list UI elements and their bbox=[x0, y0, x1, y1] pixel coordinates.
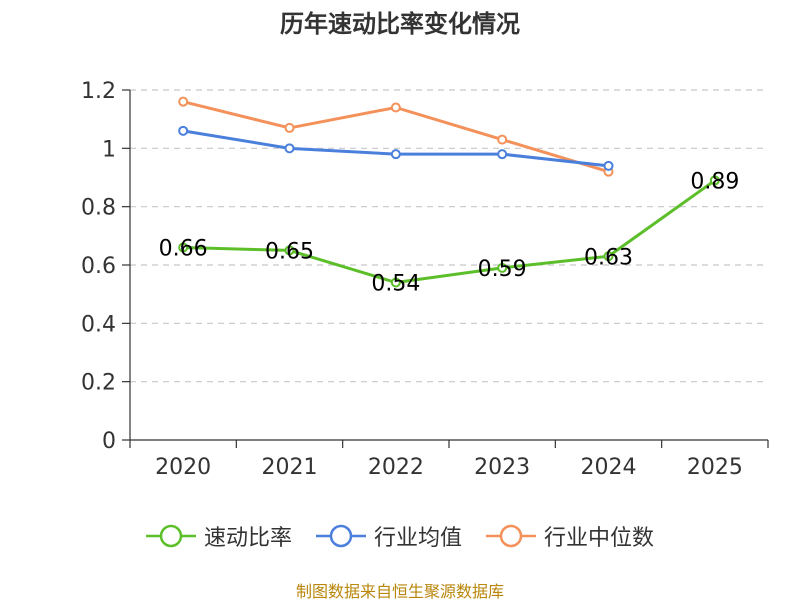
legend-label-industry-median: 行业中位数 bbox=[544, 526, 655, 551]
legend-label-industry-mean: 行业均值 bbox=[373, 526, 462, 551]
data-point bbox=[284, 122, 295, 133]
legend-marker-quick-ratio bbox=[145, 524, 196, 548]
data-point bbox=[603, 251, 614, 262]
x-tick-label: 2023 bbox=[474, 455, 530, 480]
legend-marker-industry-mean bbox=[315, 524, 366, 548]
legend-item-industry-mean[interactable]: 行业均值 bbox=[315, 520, 462, 552]
x-tick-label: 2022 bbox=[368, 455, 424, 480]
y-tick-label: 1 bbox=[102, 137, 116, 162]
data-label: 0.59 bbox=[478, 257, 527, 282]
x-tick-label: 2021 bbox=[262, 455, 318, 480]
legend: 速动比率 行业均值 行业中位数 bbox=[0, 520, 800, 552]
data-label: 0.54 bbox=[371, 272, 420, 297]
series-line bbox=[183, 179, 716, 284]
y-tick-label: 0.8 bbox=[81, 196, 116, 221]
data-point bbox=[390, 277, 401, 288]
data-point bbox=[497, 262, 508, 273]
data-point bbox=[390, 149, 401, 160]
legend-label-quick-ratio: 速动比率 bbox=[203, 526, 292, 551]
data-point bbox=[390, 102, 401, 113]
y-tick-label: 1.2 bbox=[81, 79, 116, 104]
legend-circle bbox=[499, 524, 523, 548]
source-note: 制图数据来自恒生聚源数据库 bbox=[295, 582, 504, 601]
data-point bbox=[178, 96, 189, 107]
data-label: 0.89 bbox=[690, 169, 739, 194]
data-point bbox=[178, 242, 189, 253]
x-tick-label: 2024 bbox=[581, 455, 637, 480]
legend-circle bbox=[159, 524, 183, 548]
data-point bbox=[603, 160, 614, 171]
data-point bbox=[709, 175, 720, 186]
y-tick-label: 0.2 bbox=[81, 371, 116, 396]
y-tick-label: 0 bbox=[102, 429, 116, 454]
data-point bbox=[497, 149, 508, 160]
data-point bbox=[284, 245, 295, 256]
data-point bbox=[497, 134, 508, 145]
legend-marker-industry-median bbox=[486, 524, 536, 548]
legend-item-quick-ratio[interactable]: 速动比率 bbox=[145, 520, 292, 552]
data-label: 0.65 bbox=[265, 239, 314, 264]
legend-circle bbox=[329, 524, 353, 548]
line-chart: 0 0.2 0.4 0.6 0.8 1 1.2 2020 2021 2022 2023 2024 202… bbox=[81, 79, 769, 480]
data-label: 0.66 bbox=[159, 237, 208, 262]
x-tick-label: 2025 bbox=[687, 455, 743, 480]
data-point bbox=[178, 125, 189, 136]
data-point bbox=[284, 143, 295, 154]
y-tick-label: 0.4 bbox=[81, 312, 116, 337]
y-tick-label: 0.6 bbox=[81, 254, 116, 279]
chart-title: 历年速动比率变化情况 bbox=[280, 10, 520, 38]
data-label: 0.63 bbox=[584, 245, 633, 270]
x-tick-label: 2020 bbox=[155, 455, 211, 480]
legend-item-industry-median[interactable]: 行业中位数 bbox=[486, 520, 654, 552]
